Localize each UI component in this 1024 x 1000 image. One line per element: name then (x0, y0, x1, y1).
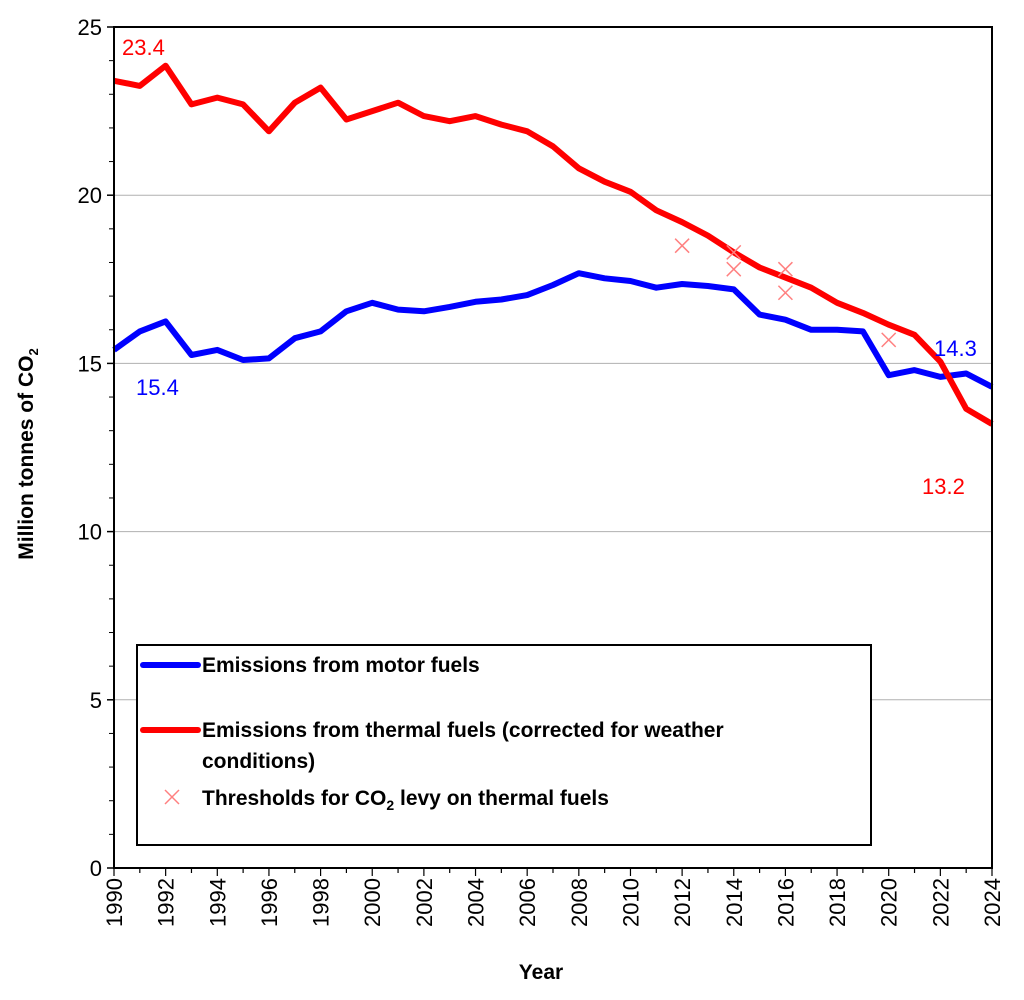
label-thermal-1990: 23.4 (122, 35, 165, 60)
legend: Emissions from motor fuels Emissions fro… (136, 644, 872, 846)
series-lines (112, 62, 994, 427)
series-line-thermal-fuels (113, 62, 994, 427)
x-tick-label: 2000 (360, 878, 385, 927)
y-tick-label: 20 (78, 183, 102, 208)
x-tick-label: 1992 (154, 878, 179, 927)
legend-box (136, 644, 872, 846)
threshold-marker (777, 285, 793, 301)
x-tick-label: 2020 (877, 878, 902, 927)
x-tick-label: 2008 (567, 878, 592, 927)
x-axis-ticks: 1990 1992 1994 1996 1998 2000 2002 2004 2006 2008… (102, 868, 1005, 927)
x-axis-title: Year (519, 961, 563, 984)
y-tick-label: 10 (78, 520, 102, 545)
y-axis-title-main: Million tonnes of CO (15, 356, 38, 560)
threshold-marker (777, 261, 793, 277)
legend-motor-label: Emissions from motor fuels (202, 654, 480, 677)
x-tick-label: 1996 (257, 878, 282, 927)
y-tick-label: 25 (78, 15, 102, 40)
x-tick-label: 1998 (309, 878, 334, 927)
threshold-marker (726, 244, 742, 260)
y-axis-ticks: 0 5 10 15 20 25 (78, 15, 114, 881)
legend-threshold-marker-icon (164, 789, 180, 805)
y-tick-label: 0 (90, 856, 102, 881)
x-tick-label: 2012 (670, 878, 695, 927)
x-tick-label: 2016 (773, 878, 798, 927)
grid-lines (114, 194, 992, 701)
x-tick-label: 2010 (618, 878, 643, 927)
threshold-marker (674, 238, 690, 254)
x-tick-label: 2014 (722, 878, 747, 927)
x-tick-label: 2004 (464, 878, 489, 927)
threshold-marker (881, 332, 897, 348)
x-tick-label: 1994 (205, 878, 230, 927)
label-thermal-2024: 13.2 (922, 474, 965, 499)
y-axis-title: Million tonnes of CO2 (15, 348, 41, 559)
legend-threshold-label-sub: 2 (386, 797, 394, 813)
legend-thermal-label: Emissions from thermal fuels (corrected … (202, 719, 724, 742)
x-tick-label: 1990 (102, 878, 127, 927)
x-tick-label: 2024 (980, 878, 1005, 927)
label-motor-2024: 14.3 (934, 336, 977, 361)
plot-frame (113, 26, 993, 869)
y-axis-title-sub: 2 (26, 348, 41, 355)
threshold-markers (674, 238, 897, 348)
x-tick-label: 2002 (412, 878, 437, 927)
data-labels: 23.4 15.4 14.3 13.2 (122, 35, 977, 499)
legend-threshold-label-b: levy on thermal fuels (394, 787, 609, 810)
y-tick-label: 5 (90, 688, 102, 713)
label-motor-1990: 15.4 (136, 375, 179, 400)
threshold-marker (726, 261, 742, 277)
legend-threshold-label-a: Thresholds for CO (202, 787, 386, 810)
legend-thermal-label-line2: conditions) (202, 750, 315, 773)
y-tick-label: 15 (78, 351, 102, 376)
x-tick-label: 2006 (515, 878, 540, 927)
legend-threshold-label: Thresholds for CO2 levy on thermal fuels (202, 787, 609, 813)
series-line-motor-fuels (112, 270, 994, 390)
x-tick-label: 2018 (825, 878, 850, 927)
x-tick-label: 2022 (928, 878, 953, 927)
